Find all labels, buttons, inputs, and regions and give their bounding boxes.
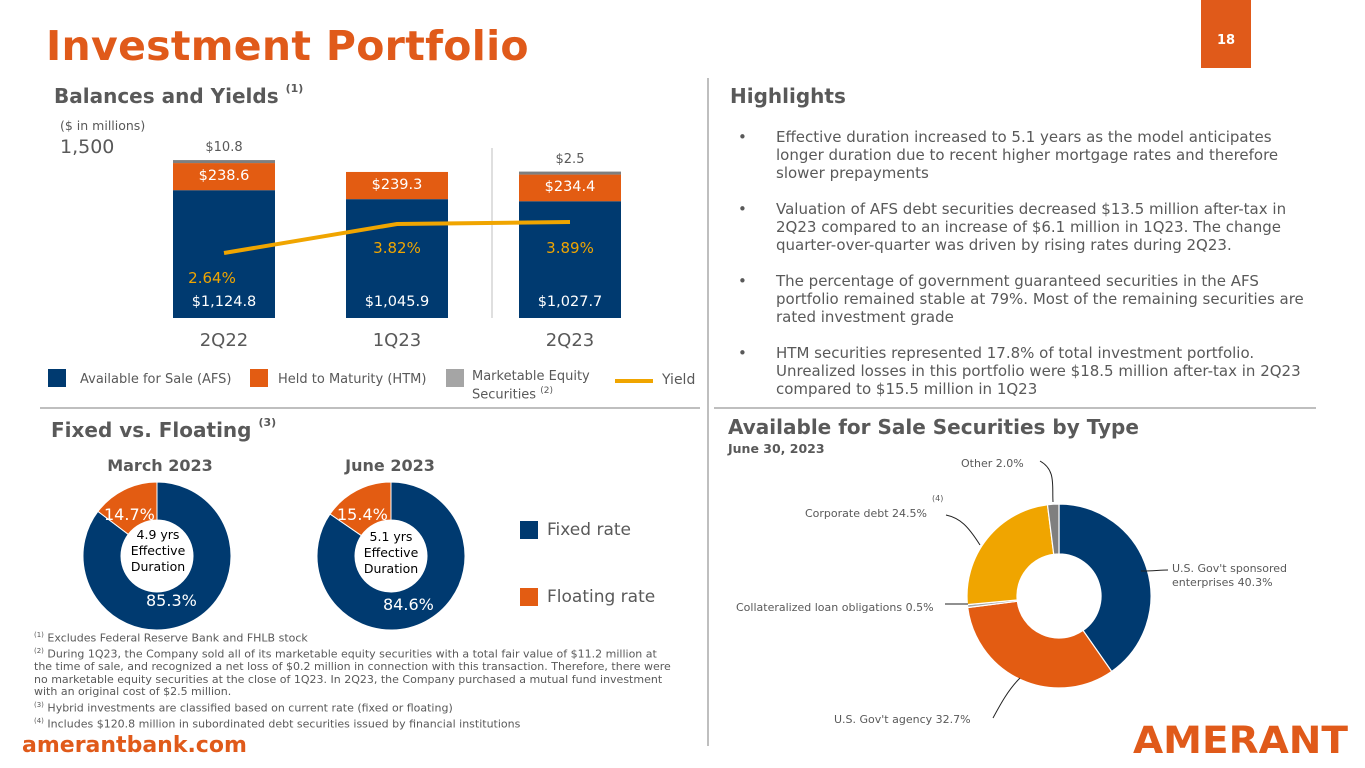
bar-segment	[173, 190, 275, 318]
bar-segment	[346, 171, 448, 200]
bullet: •	[738, 272, 747, 290]
vertical-divider	[707, 78, 709, 746]
donut-slice	[329, 481, 392, 537]
legend-yield-swatch	[615, 379, 653, 383]
afs-label-other: Other 2.0%	[961, 457, 1024, 470]
logo-wordmark: AMERANT	[1133, 724, 1349, 756]
bullet: •	[738, 128, 747, 146]
afs-label-gse: U.S. Gov't sponsored enterprises 40.3%	[1172, 562, 1288, 589]
afs-type-subtitle: June 30, 2023	[728, 441, 825, 456]
bar-segment	[173, 160, 275, 164]
march-donut	[82, 481, 232, 631]
legend-equity-swatch	[446, 369, 464, 387]
balances-chart	[173, 148, 621, 318]
bar-value-label: $2.5	[555, 151, 585, 167]
legend-floating-label: Floating rate	[547, 587, 656, 607]
march-floating-pct: 14.7%	[104, 505, 155, 524]
highlights-list: • Effective duration increased to 5.1 yea…	[730, 128, 1320, 416]
bar-segment	[519, 174, 621, 202]
bar-value-label: $1,027.7	[537, 294, 603, 310]
bar-segment	[346, 199, 448, 318]
bar-segment	[519, 171, 621, 175]
units-label: ($ in millions)	[60, 118, 146, 133]
leader-line-corporate	[945, 514, 981, 546]
legend-afs-swatch	[48, 369, 66, 387]
page-number: 18	[1201, 0, 1251, 68]
donut-slice	[1046, 503, 1060, 556]
bullet: •	[738, 200, 747, 218]
highlight-item: • Effective duration increased to 5.1 yea…	[738, 128, 1279, 182]
yield-value-label: 3.82%	[373, 239, 421, 257]
bar-value-label: $234.4	[544, 178, 596, 195]
highlights-title: Highlights	[730, 84, 846, 108]
leader-line-other	[1039, 460, 1054, 503]
afs-label-clo: Collateralized loan obligations 0.5%	[736, 601, 934, 614]
yield-value-label: 3.89%	[546, 239, 594, 257]
horizontal-divider-right	[714, 407, 1316, 409]
legend-equity-label: Marketable Equity Securities (2)	[472, 369, 590, 403]
category-label: 1Q23	[372, 330, 422, 351]
footnotes: (1) Excludes Federal Reserve Bank and FH…	[34, 629, 674, 731]
donut-slice	[966, 504, 1055, 606]
bar-value-label: $10.8	[205, 140, 243, 156]
afs-label-corporate-note: (4)	[932, 494, 944, 503]
yield-line	[223, 220, 571, 255]
leader-line-agency	[992, 677, 1021, 719]
bar-value-label: $1,124.8	[191, 294, 257, 310]
march-fixed-pct: 85.3%	[146, 591, 197, 610]
legend-htm-label: Held to Maturity (HTM)	[278, 372, 427, 387]
page-title: Investment Portfolio	[46, 22, 529, 70]
afs-type-donut	[945, 460, 1169, 719]
website-link[interactable]: amerantbank.com	[22, 733, 247, 758]
bar-segment	[173, 163, 275, 191]
legend-fixed-swatch	[520, 521, 538, 539]
footnote: (4) Includes $120.8 million in subordina…	[34, 716, 521, 731]
june-floating-pct: 15.4%	[337, 505, 388, 524]
june-fixed-pct: 84.6%	[383, 595, 434, 614]
legend-yield-label: Yield	[662, 372, 696, 388]
category-label: 2Q22	[199, 330, 249, 351]
fixed-floating-title: Fixed vs. Floating (3)	[51, 416, 277, 442]
leader-line-gse	[1140, 569, 1169, 572]
bar-labels-layer: $1,124.8 $238.6 $10.8 2.64% $1,045.9 $239.3 3.…	[140, 140, 700, 340]
march-center-label: 4.9 yrs Effective Duration	[130, 527, 186, 574]
bar-value-label: $238.6	[198, 167, 250, 184]
highlight-item: • The percentage of government guaranteed…	[738, 272, 1304, 326]
donut-slice	[1058, 503, 1152, 673]
march-donut-title: March 2023	[107, 456, 213, 475]
amerant-logo: AMERANT	[1133, 724, 1349, 756]
afs-type-title: Available for Sale Securities by Type	[728, 415, 1139, 439]
horizontal-divider-left	[40, 407, 700, 409]
afs-label-corporate: Corporate debt 24.5%	[805, 507, 927, 520]
bullet: •	[738, 344, 747, 362]
footnote: (1) Excludes Federal Reserve Bank and FH…	[34, 631, 308, 645]
bar-value-label: $239.3	[371, 176, 423, 193]
afs-label-agency: U.S. Gov't agency 32.7%	[834, 713, 971, 726]
june-center-label: 5.1 yrs Effective Duration	[363, 529, 419, 576]
balances-title: Balances and Yields (1)	[54, 82, 304, 108]
footnote: (3) Hybrid investments are classified ba…	[34, 700, 453, 715]
donut-slice	[82, 481, 232, 631]
highlight-item: • HTM securities represented 17.8% of tot…	[738, 344, 1301, 398]
category-label: 2Q23	[545, 330, 595, 351]
donut-slice	[967, 600, 1113, 689]
footnote: (2) During 1Q23, the Company sold all of…	[34, 647, 671, 699]
axis-top-label: 1,500	[60, 136, 115, 158]
donut-slice	[97, 481, 158, 535]
donut-slice	[316, 481, 466, 631]
legend-fixed-label: Fixed rate	[547, 520, 631, 540]
june-donut	[316, 481, 466, 631]
june-donut-title: June 2023	[345, 456, 435, 475]
yield-value-label: 2.64%	[188, 269, 236, 287]
bar-value-label: $1,045.9	[364, 294, 430, 310]
highlight-item: • Valuation of AFS debt securities decrea…	[738, 200, 1287, 254]
legend-htm-swatch	[250, 369, 268, 387]
legend-afs-label: Available for Sale (AFS)	[80, 372, 232, 387]
legend-floating-swatch	[520, 588, 538, 606]
